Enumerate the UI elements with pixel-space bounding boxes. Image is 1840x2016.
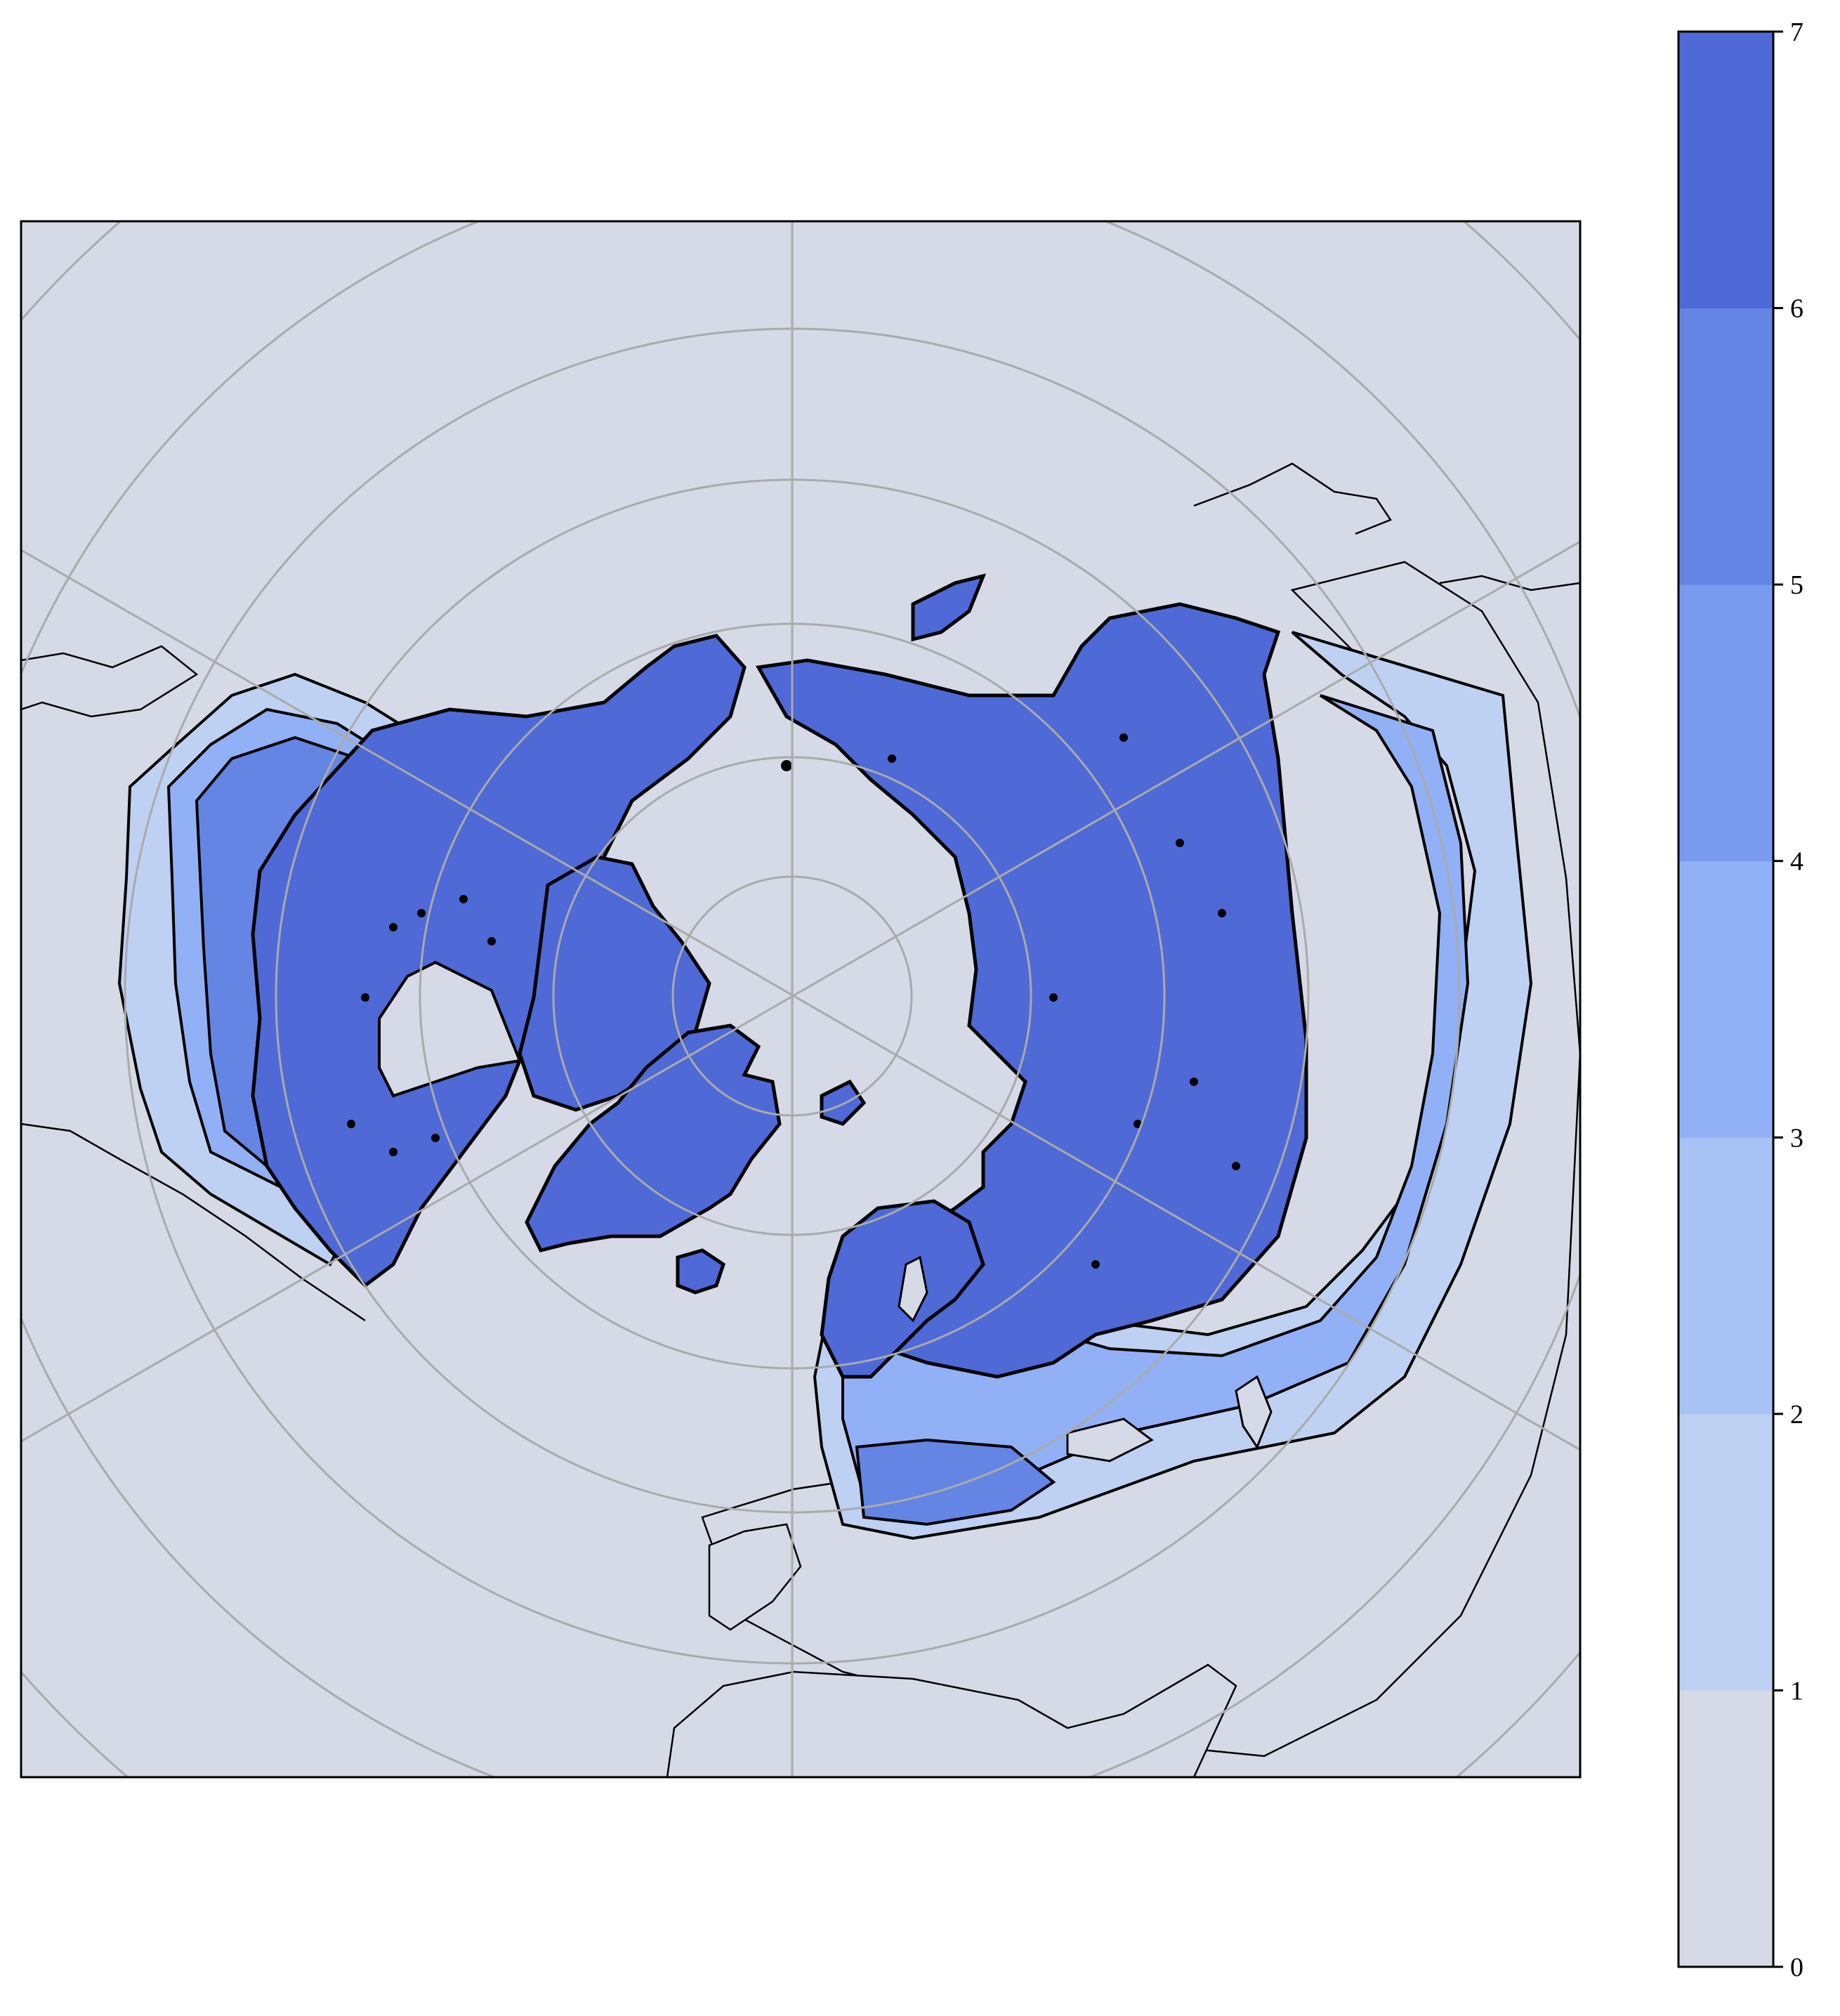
colorbar-band-1 (1678, 1413, 1773, 1691)
siberia-outline (1193, 462, 1392, 535)
eurasia-snow-core (756, 602, 1308, 1379)
colorbar-tick-label-4: 4 (1790, 847, 1803, 877)
map-frame (20, 220, 1582, 1779)
svalbard (820, 1079, 867, 1126)
colorbar-band-2 (1678, 1137, 1773, 1415)
colorbar-tick-label-6: 6 (1790, 294, 1803, 324)
colorbar-band-4 (1678, 584, 1773, 862)
eurasia-band-3 (841, 694, 1470, 1505)
hudson-bay (378, 960, 522, 1098)
lake-dots (347, 733, 1240, 1269)
colorbar-frame (1677, 30, 1775, 1968)
black-sea (1066, 1418, 1154, 1462)
colorbar-tick-label-7: 7 (1790, 18, 1803, 47)
novaya-zemlya (911, 573, 987, 642)
caspian-sea (1235, 1375, 1273, 1450)
iceland (676, 1248, 725, 1295)
colorbar-band-6 (1678, 32, 1773, 309)
colorbar-tick-label-0: 0 (1790, 1953, 1803, 1982)
alaska-outline (21, 645, 199, 718)
eurasia-band-6 (855, 1438, 1056, 1526)
colorbar-band-0 (1678, 1690, 1773, 1968)
colorbar-tick-label-2: 2 (1790, 1400, 1803, 1429)
greenland (525, 1023, 782, 1252)
colorbar-tick-label-5: 5 (1790, 570, 1803, 600)
meridian-120 (21, 540, 1580, 1443)
colorbar-tick-label-1: 1 (1790, 1676, 1803, 1706)
colorbar-band-5 (1678, 308, 1773, 585)
africa-landmass (666, 1663, 1237, 1777)
colorbar-band-3 (1678, 860, 1773, 1138)
north-america-west-outline (21, 1019, 366, 1322)
meridian-60 (21, 549, 1580, 1451)
baltic-sea (898, 1255, 928, 1323)
colorbar: 0 1 2 3 4 5 6 7 (1677, 18, 1803, 1982)
western-europe-landmass (708, 1523, 802, 1631)
colorbar-tick-label-3: 3 (1790, 1123, 1803, 1153)
